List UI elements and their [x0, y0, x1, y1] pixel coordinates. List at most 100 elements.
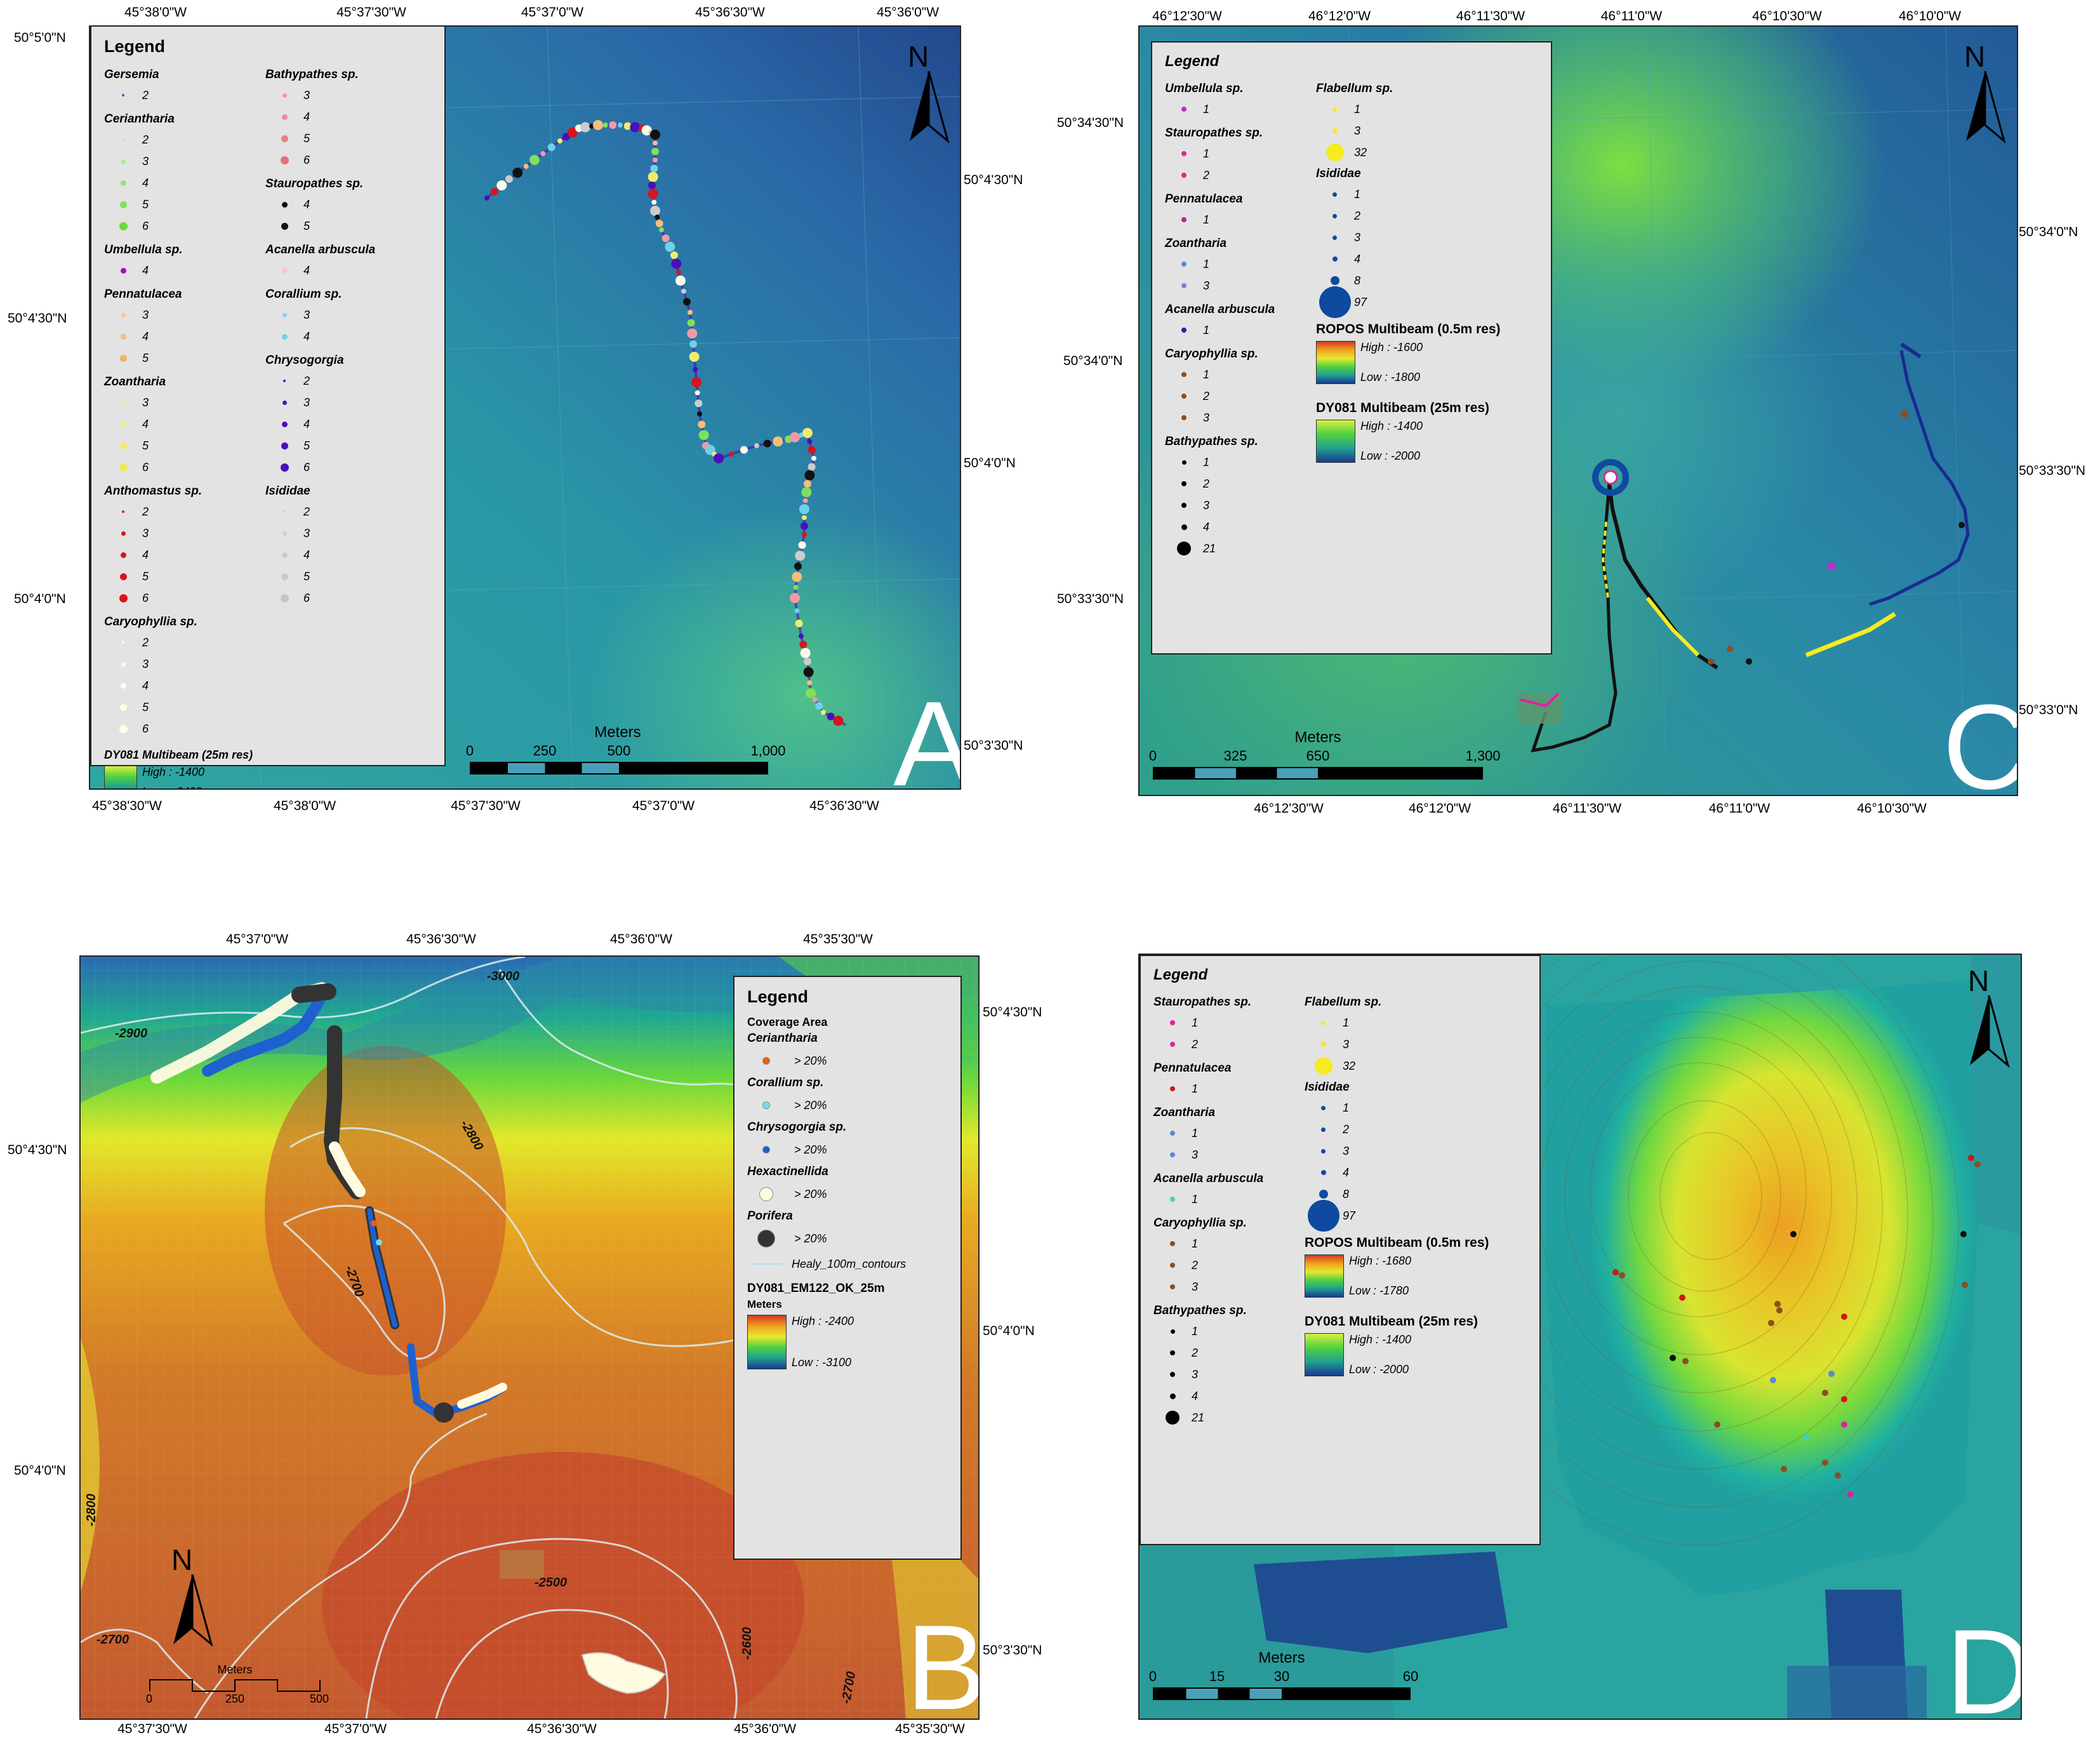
legend-swatch — [265, 222, 303, 230]
legend-item: 4 — [104, 675, 250, 696]
legend-group-title: Ceriantharia — [104, 112, 175, 126]
legend-group-title: Pennatulacea — [1165, 192, 1243, 206]
legend-swatch — [265, 114, 303, 120]
legend-item: 1 — [1153, 1122, 1289, 1144]
legend-item: 3 — [1305, 1140, 1527, 1162]
legend-item-label: 3 — [1342, 1037, 1349, 1051]
legend-item-label: 2 — [142, 635, 149, 649]
legend-swatch — [265, 156, 303, 164]
legend-swatch — [1165, 524, 1203, 530]
legend-dot-icon — [1326, 143, 1344, 161]
legend-swatch — [104, 594, 142, 602]
contour-label: -2800 — [84, 1493, 99, 1527]
legend-swatch — [104, 400, 142, 405]
panel-letter: D — [1946, 1612, 2021, 1719]
observation-marker — [651, 199, 657, 205]
legend-swatch — [1165, 372, 1203, 377]
legend-swatch — [265, 267, 303, 274]
legend-title: Legend — [747, 987, 809, 1006]
legend-item: 4 — [104, 172, 250, 194]
legend-group-title: Corallium sp. — [265, 288, 342, 301]
legend-dot-icon — [1332, 192, 1338, 197]
observation-marker — [815, 702, 823, 710]
observation-marker — [512, 168, 523, 178]
legend-item: 3 — [104, 653, 250, 675]
legend-group-title: Isididae — [1315, 167, 1361, 180]
legend-dot-icon — [1181, 415, 1186, 420]
lat-label: 50°3'30"N — [983, 1643, 1042, 1658]
legend-title: Legend — [1153, 966, 1208, 983]
legend-dot-icon — [281, 573, 288, 580]
legend-group-title: Acanella arbuscula — [1165, 303, 1275, 316]
lon-label: 45°37'30"W — [451, 799, 521, 813]
legend-swatch — [265, 421, 303, 427]
legend-swatch — [265, 552, 303, 558]
scale-bar-d: Meters 0 15 30 60 — [1149, 1649, 1418, 1700]
legend-item: 5 — [104, 696, 250, 718]
legend-groups: Ceriantharia > 20% Corallium sp. > 20% Chrys… — [747, 1032, 948, 1251]
legend-item-label: 3 — [1203, 411, 1210, 424]
legend-item-label: 97 — [1353, 295, 1367, 309]
legend-dot-icon — [1166, 1411, 1180, 1425]
legend-contour-label: Healy_100m_contours — [792, 1257, 907, 1270]
lon-label: 46°12'0"W — [1408, 801, 1472, 816]
legend-dot-icon — [1170, 1197, 1175, 1202]
lon-label: 45°37'0"W — [324, 1722, 387, 1736]
scale-units: Meters — [1294, 729, 1341, 746]
legend-swatch — [104, 682, 142, 689]
legend-dot-icon — [1169, 1393, 1176, 1399]
ramp-title: DY081 Multibeam (25m res) — [104, 748, 253, 761]
scale-bar-b: Meters 0 250 500 — [146, 1663, 329, 1708]
legend-item-label: 1 — [1342, 1101, 1349, 1114]
observation-marker — [729, 451, 734, 457]
legend-item: 6 — [265, 149, 432, 171]
legend-item-label: 4 — [1353, 252, 1360, 265]
legend-c: Legend Umbellula sp. 1 Stauropathes sp. 1 2 P… — [1151, 41, 1552, 655]
legend-dot-icon — [762, 1101, 770, 1109]
observation-marker — [803, 667, 814, 677]
observation-marker — [648, 189, 658, 199]
legend-col-2: Flabellum sp. 1 3 32 Isididae 1 2 3 4 8 97 ROPOS M… — [1315, 79, 1538, 563]
legend-item-label: 2 — [142, 505, 149, 518]
legend-dot-icon — [762, 1057, 770, 1065]
north-label: N — [908, 40, 929, 73]
legend-swatch — [265, 135, 303, 142]
observation-marker — [795, 620, 803, 627]
legend-group-title: Gersemia — [104, 68, 159, 81]
legend-group-title: Umbellula sp. — [1165, 82, 1244, 95]
legend-dot-icon — [119, 463, 128, 472]
legend-item-label: 2 — [142, 133, 149, 146]
legend-dot-icon — [757, 1230, 775, 1247]
observation-marker — [798, 541, 806, 549]
observation-marker — [799, 641, 807, 649]
legend-dot-icon — [121, 531, 126, 536]
legend-dot-icon — [1321, 1148, 1326, 1154]
legend-col-1: Stauropathes sp. 1 2 Pennatulacea 1 Zoanthari… — [1153, 993, 1289, 1432]
legend-item-label: 3 — [1353, 230, 1360, 244]
observation-marker — [505, 175, 513, 183]
observation-marker — [804, 658, 811, 665]
legend-swatch — [1165, 394, 1203, 399]
legend-dot-icon — [120, 180, 126, 186]
observation-marker — [754, 443, 759, 448]
legend-item-label: 8 — [1353, 274, 1360, 287]
legend-item-label: 3 — [1192, 1280, 1199, 1293]
legend-item-label: 6 — [303, 591, 310, 604]
scale-bar-a: Meters 0 250 500 1,000 — [466, 724, 786, 775]
legend-item: 4 — [104, 260, 250, 281]
legend-item-label: 1 — [1353, 187, 1360, 201]
legend-col-2-groups: Flabellum sp. 1 3 32 Isididae 1 2 3 4 8 97 — [1305, 993, 1527, 1232]
legend-item: > 20% — [747, 1048, 948, 1074]
observation-marker — [687, 319, 695, 327]
legend-swatch — [1316, 192, 1354, 197]
legend-group: Acanella arbuscula 4 — [265, 241, 432, 281]
observation-marker — [714, 453, 724, 463]
legend-item-label: 4 — [303, 110, 310, 123]
legend-item: 2 — [1165, 385, 1301, 407]
observation-marker — [523, 164, 529, 169]
legend-item-label: > 20% — [794, 1143, 827, 1156]
scale-tick: 0 — [465, 743, 474, 759]
legend-swatch — [265, 333, 303, 340]
contour-label: -3000 — [487, 969, 520, 983]
legend-item: 6 — [104, 456, 250, 478]
